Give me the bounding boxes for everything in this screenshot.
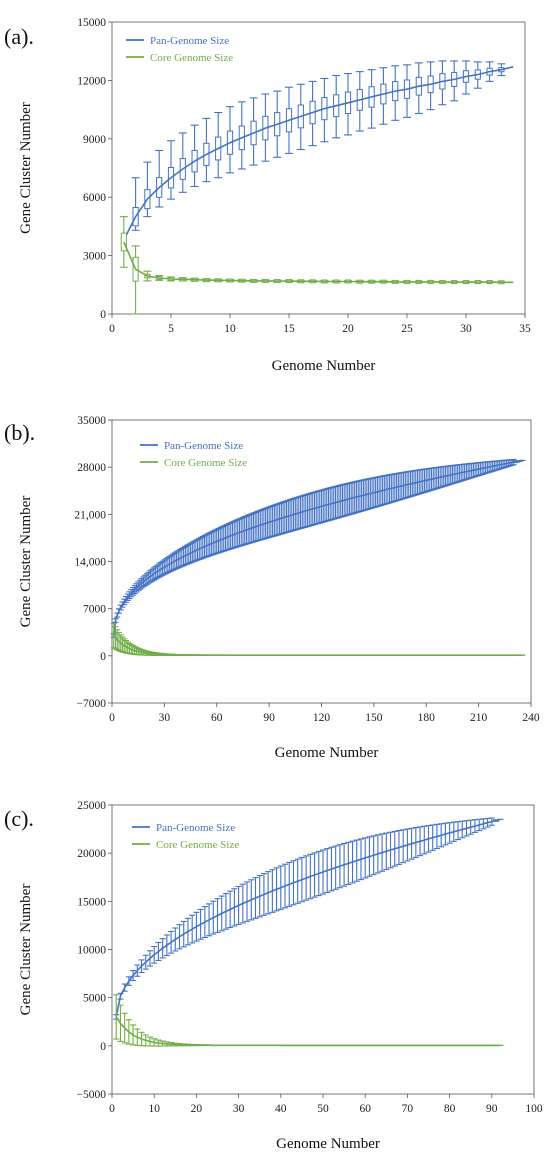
series-core-genome (113, 994, 504, 1047)
y-tick-label: 7000 (83, 604, 106, 616)
x-tick-label: 40 (275, 1103, 287, 1115)
x-tick-label: 35 (519, 323, 531, 335)
series-line (123, 66, 514, 241)
x-tick-label: 150 (365, 712, 383, 724)
y-tick-label: 0 (100, 1041, 106, 1053)
chart-panel-c: (c).0 10 20 30 40 50 60 70 80 90 100−5000050001000… (4, 800, 543, 1152)
chart-panel-a: (a). 0 5 10 15 20 25 30 35 0 3000 6000 9000 12000 1500… (4, 17, 531, 374)
x-tick-label: 25 (401, 323, 413, 335)
panel-label: (a). (4, 24, 34, 49)
x-tick-label: 0 (109, 323, 115, 335)
x-tick-label: 20 (191, 1103, 203, 1115)
x-tick-label: 70 (402, 1103, 414, 1115)
y-tick-label: 10000 (77, 945, 106, 957)
series-pan-genome (123, 60, 514, 241)
panel-label: (b). (4, 420, 35, 445)
y-tick-label: 15000 (77, 896, 106, 908)
legend-label: Core Genome Size (164, 457, 247, 469)
y-tick-label: −7000 (77, 698, 107, 710)
series-line (115, 818, 501, 1018)
series-line (112, 459, 523, 636)
series-pan-genome (110, 458, 526, 638)
x-tick-label: 5 (168, 323, 174, 335)
y-tick-label: 3000 (83, 251, 106, 263)
x-tick-label: 100 (525, 1103, 543, 1115)
x-tick-label: 240 (522, 712, 540, 724)
y-axis-title: Gene Cluster Number (18, 102, 34, 234)
legend-label: Core Genome Size (156, 839, 239, 851)
legend-label: Pan-Genome Size (164, 440, 243, 452)
x-tick-label: 10 (148, 1103, 160, 1115)
y-tick-label: 6000 (83, 192, 106, 204)
legend: Pan-Genome Size Core Genome Size (126, 35, 233, 64)
y-axis-title: Gene Cluster Number (18, 496, 34, 628)
series-core-genome (110, 622, 526, 657)
y-tick-label: 20000 (77, 848, 106, 860)
x-tick-label: 120 (313, 712, 331, 724)
series-line (123, 241, 514, 284)
y-tick-label: 28000 (77, 462, 106, 474)
x-tick-label: 90 (263, 712, 275, 724)
x-tick-label: 180 (418, 712, 436, 724)
y-axis-title: Gene Cluster Number (18, 884, 34, 1016)
x-tick-label: 0 (109, 1103, 115, 1115)
x-tick-label: 20 (342, 323, 354, 335)
x-tick-label: 60 (211, 712, 223, 724)
legend: Pan-Genome Size Core Genome Size (132, 822, 239, 851)
x-tick-label: 60 (359, 1103, 371, 1115)
x-tick-label: 30 (233, 1103, 245, 1115)
y-tick-label: 15000 (77, 17, 106, 29)
x-axis-title: Genome Number (275, 745, 379, 761)
x-tick-label: 10 (224, 323, 236, 335)
y-tick-label: 5000 (83, 993, 106, 1005)
panel-label: (c). (4, 806, 34, 831)
y-tick-label: 25000 (77, 800, 106, 812)
y-tick-label: 9000 (83, 134, 106, 146)
x-axis-title: Genome Number (276, 1136, 380, 1152)
x-tick-label: 80 (444, 1103, 456, 1115)
y-tick-label: 35000 (77, 415, 106, 427)
series-line (115, 1016, 501, 1047)
x-axis-title: Genome Number (272, 358, 376, 374)
plot-frame (111, 21, 526, 315)
y-tick-label: 0 (100, 309, 106, 321)
y-tick-label: 0 (100, 651, 106, 663)
x-tick-label: 15 (283, 323, 295, 335)
x-tick-label: 210 (470, 712, 488, 724)
series-line (113, 635, 523, 657)
series-core-genome (119, 216, 514, 315)
legend-label: Pan-Genome Size (156, 822, 235, 834)
legend-label: Pan-Genome Size (150, 35, 229, 47)
legend: Pan-Genome Size Core Genome Size (140, 440, 247, 469)
x-tick-label: 0 (109, 712, 115, 724)
legend-label: Core Genome Size (150, 52, 233, 64)
x-tick-label: 90 (486, 1103, 498, 1115)
y-tick-label: −5000 (77, 1089, 107, 1101)
x-tick-label: 30 (159, 712, 171, 724)
y-tick-label: 21,000 (74, 509, 106, 521)
y-tick-label: 14,000 (74, 557, 106, 569)
x-tick-label: 50 (317, 1103, 329, 1115)
y-tick-label: 12000 (77, 75, 106, 87)
x-tick-label: 30 (460, 323, 472, 335)
box-mark (120, 232, 127, 252)
series-pan-genome (113, 817, 504, 1020)
chart-panel-b: (b).0 30 60 90 120 150 180 210 240−70000700014,0… (4, 415, 540, 761)
